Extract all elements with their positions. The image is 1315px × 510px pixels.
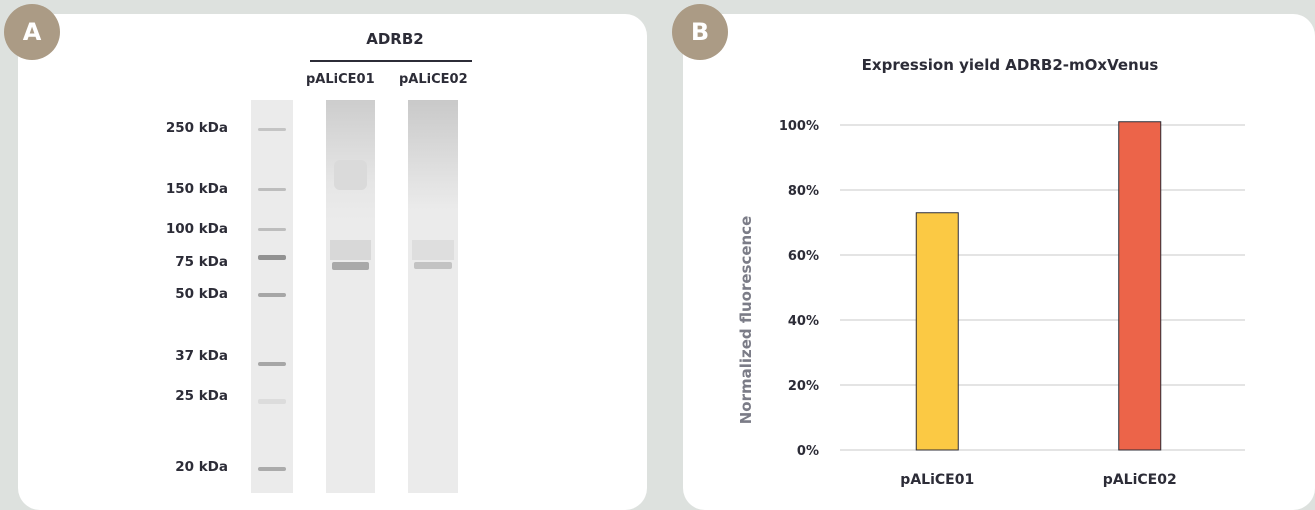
y-tick-label: 60%: [788, 249, 819, 264]
y-tick-label: 80%: [788, 184, 819, 199]
lane-label-palice02: pALiCE02: [399, 72, 468, 87]
chart-gridlines: [840, 124, 1245, 451]
ladder-band-250: [258, 128, 286, 131]
y-tick-label: 0%: [797, 444, 819, 459]
ladder-band-20: [258, 467, 286, 471]
panel-a-badge: A: [4, 4, 60, 60]
marker-label-25: 25 kDa: [175, 388, 228, 404]
marker-label-75: 75 kDa: [175, 254, 228, 270]
marker-label-20: 20 kDa: [175, 459, 228, 475]
ladder-band-75: [258, 255, 286, 260]
ladder-band-37: [258, 362, 286, 366]
gel-lane-palice01: [326, 100, 375, 493]
lane-label-palice01: pALiCE01: [306, 72, 375, 87]
panel-b-badge: B: [672, 4, 728, 60]
panel-b-chart: [683, 14, 1315, 510]
x-tick-label-palice01: pALiCE01: [900, 472, 974, 488]
gel-title-underline: [310, 60, 472, 62]
y-tick-labels: 0% 20% 40% 60% 80% 100%: [779, 119, 819, 459]
y-tick-label: 20%: [788, 379, 819, 394]
x-tick-labels: pALiCE01 pALiCE02: [900, 472, 1176, 488]
lane1-smear-low: [330, 240, 371, 260]
chart-bars: [915, 121, 1162, 451]
chart-title: Expression yield ADRB2-mOxVenus: [862, 56, 1159, 74]
marker-label-150: 150 kDa: [165, 181, 228, 197]
gel-title: ADRB2: [366, 30, 424, 48]
ladder-band-50: [258, 293, 286, 297]
marker-label-250: 250 kDa: [165, 120, 228, 136]
bar-palice01: [915, 212, 959, 451]
lane1-band-adrb2: [332, 262, 369, 270]
marker-label-100: 100 kDa: [165, 221, 228, 237]
bar-palice02: [1118, 121, 1162, 451]
lane2-band-adrb2: [414, 262, 452, 269]
gel-ladder-lane: [251, 100, 293, 493]
marker-label-50: 50 kDa: [175, 286, 228, 302]
lane2-smear-low: [412, 240, 454, 260]
y-axis-label: Normalized fluorescence: [737, 216, 755, 425]
x-tick-label-palice02: pALiCE02: [1103, 472, 1177, 488]
bar-chart: 0% 20% 40% 60% 80% 100% pALiCE01 pALiCE02 Expr…: [737, 56, 1245, 488]
lane2-smear: [408, 100, 458, 210]
y-tick-label: 40%: [788, 314, 819, 329]
ladder-band-25: [258, 399, 286, 404]
marker-label-37: 37 kDa: [175, 348, 228, 364]
ladder-band-100: [258, 228, 286, 231]
ladder-band-150: [258, 188, 286, 191]
gel-lane-palice02: [408, 100, 458, 493]
y-tick-label: 100%: [779, 119, 819, 134]
lane1-band-150: [334, 160, 367, 190]
